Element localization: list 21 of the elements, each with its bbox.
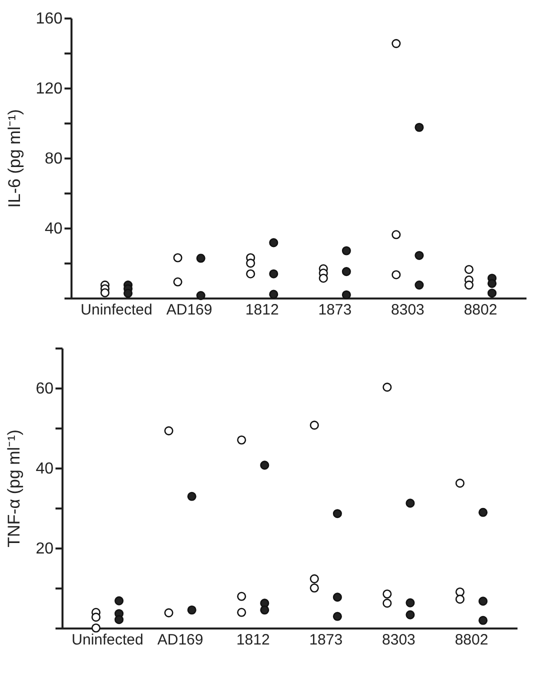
x-tick-label: 1873 — [309, 632, 343, 648]
x-tick-label: 1812 — [245, 302, 279, 318]
x-tick-label: 8802 — [464, 302, 498, 318]
y-tick-label: 160 — [36, 10, 63, 28]
y-axis-title: TNF-α (pg ml⁻¹) — [4, 430, 24, 548]
y-tick-label: 20 — [36, 540, 54, 558]
y-tick-label: 120 — [36, 80, 63, 98]
y-tick-label: 60 — [36, 380, 54, 398]
x-tick-label: Uninfected — [80, 302, 152, 318]
y-tick-label: 40 — [36, 460, 54, 478]
x-tick-label: 8303 — [382, 632, 416, 648]
x-tick-label: Uninfected — [72, 632, 144, 648]
y-axis-title: IL-6 (pg ml⁻¹) — [4, 109, 24, 208]
x-tick-label: AD169 — [157, 632, 204, 648]
x-tick-label: 1873 — [318, 302, 352, 318]
x-tick-label: 8802 — [454, 632, 488, 648]
x-tick-label: 1812 — [236, 632, 270, 648]
y-tick-label: 40 — [44, 220, 63, 238]
x-tick-label: 8303 — [391, 302, 424, 318]
y-tick-label: 80 — [44, 150, 63, 168]
x-tick-label: AD169 — [166, 302, 212, 318]
